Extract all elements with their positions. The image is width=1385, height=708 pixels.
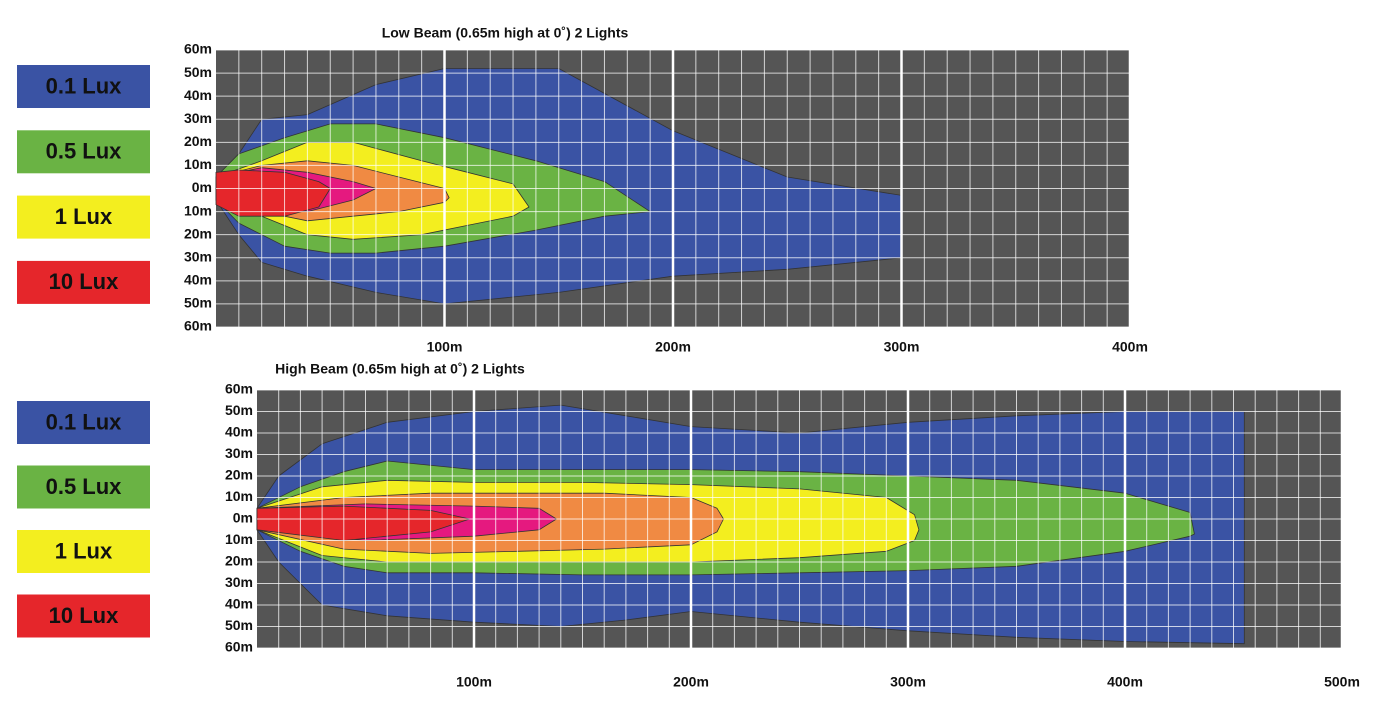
y-tick-label: 30m (225, 574, 253, 590)
legend-swatch (17, 465, 150, 509)
y-tick-label: 50m (225, 617, 253, 633)
y-tick-label: 20m (225, 467, 253, 483)
y-tick-label: 40m (225, 596, 253, 612)
y-tick-label: 30m (184, 110, 212, 126)
y-tick-label: 30m (184, 248, 212, 264)
x-tick-label: 200m (673, 674, 709, 690)
x-tick-label: 300m (884, 339, 920, 355)
y-tick-label: 60m (225, 381, 253, 397)
legend-label: 1 Lux (55, 204, 113, 229)
y-tick-label: 40m (184, 87, 212, 103)
y-tick-label: 30m (225, 445, 253, 461)
legend-label: 10 Lux (49, 603, 119, 628)
legend-swatch (17, 260, 150, 304)
legend-swatch (17, 594, 150, 638)
x-tick-label: 400m (1107, 674, 1143, 690)
y-tick-label: 20m (225, 553, 253, 569)
legend-swatch (17, 130, 150, 174)
x-tick-label: 200m (655, 339, 691, 355)
y-tick-label: 40m (225, 424, 253, 440)
y-tick-label: 0m (233, 510, 253, 526)
y-tick-label: 50m (184, 295, 212, 311)
legend-swatch (17, 530, 150, 573)
chart-title: Low Beam (0.65m high at 0˚) 2 Lights (382, 25, 629, 41)
y-tick-label: 60m (225, 639, 253, 655)
y-tick-label: 50m (184, 64, 212, 80)
y-tick-label: 20m (184, 225, 212, 241)
y-tick-label: 20m (184, 133, 212, 149)
legend-label: 0.5 Lux (46, 474, 123, 499)
contour-area (256, 505, 471, 541)
legend-label: 0.5 Lux (46, 139, 123, 164)
chart-title: High Beam (0.65m high at 0˚) 2 Lights (275, 361, 525, 377)
y-tick-label: 60m (184, 318, 212, 334)
legend-label: 1 Lux (55, 538, 113, 563)
x-tick-label: 100m (456, 674, 492, 690)
legend-label: 0.1 Lux (46, 409, 123, 434)
y-tick-label: 50m (225, 402, 253, 418)
x-tick-label: 500m (1324, 674, 1360, 690)
legend-swatch (17, 401, 150, 444)
legend-swatch (17, 65, 150, 108)
x-tick-label: 100m (427, 339, 463, 355)
y-tick-label: 40m (184, 272, 212, 288)
y-tick-label: 10m (225, 531, 253, 547)
legend-label: 0.1 Lux (46, 73, 123, 98)
y-tick-label: 10m (184, 156, 212, 172)
x-tick-label: 400m (1112, 339, 1148, 355)
y-tick-label: 0m (192, 179, 212, 195)
y-tick-label: 10m (225, 488, 253, 504)
y-tick-label: 60m (184, 41, 212, 57)
x-tick-label: 300m (890, 674, 926, 690)
legend-label: 10 Lux (49, 269, 119, 294)
y-tick-label: 10m (184, 202, 212, 218)
legend-swatch (17, 195, 150, 239)
